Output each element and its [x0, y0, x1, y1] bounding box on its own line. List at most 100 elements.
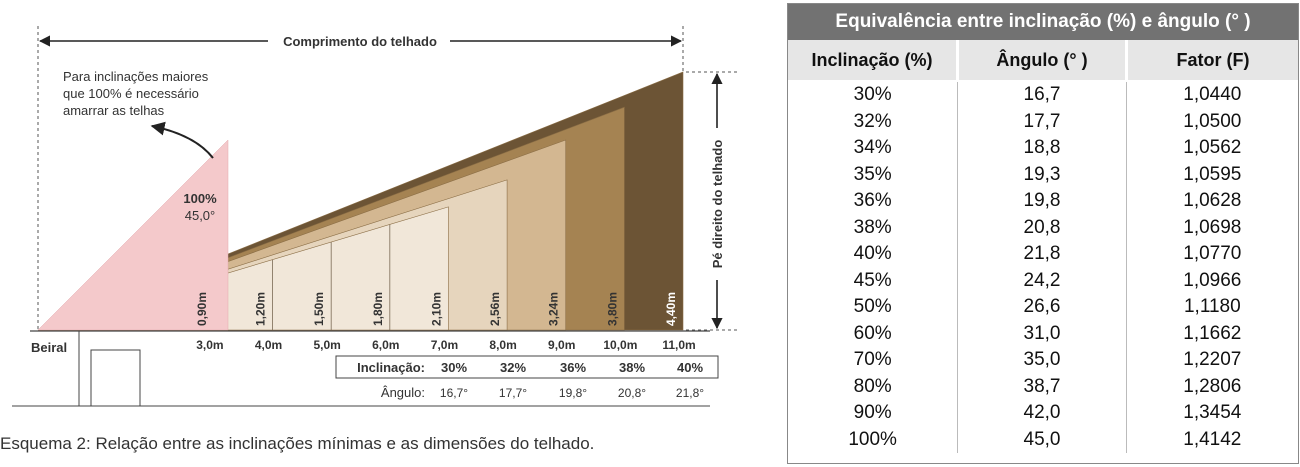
header-inclination: Inclinação (%)	[788, 40, 956, 80]
inclination-cell: 70%	[853, 349, 892, 370]
length-tick-label: 6,0m	[372, 338, 399, 352]
length-label: Comprimento do telhado	[283, 34, 437, 49]
angle-cell: 26,6	[1023, 296, 1061, 317]
factor-cell: 1,0595	[1183, 163, 1242, 185]
inclination-value: 36%	[560, 360, 586, 375]
note-line-3: amarrar as telhas	[63, 103, 165, 118]
height-tick-label: 2,10m	[429, 292, 443, 326]
height-tick-label: 1,80m	[371, 292, 385, 326]
eave-label: Beiral	[31, 340, 67, 355]
length-tick-label: 10,0m	[603, 338, 637, 352]
angle-value: 17,7°	[499, 386, 527, 400]
factor-cell: 1,0562	[1183, 137, 1242, 158]
factor-cell: 1,4142	[1183, 428, 1242, 450]
height-label: Pé direito do telhado	[710, 140, 725, 269]
height-tick-label: 4,40m	[664, 292, 678, 326]
angle-value: 20,8°	[618, 386, 646, 400]
note-line-2: que 100% é necessário	[63, 86, 199, 101]
angle-row: Ângulo: 16,7° 17,7° 19,8° 20,8° 21,8°	[381, 385, 704, 400]
diagram-caption: Esquema 2: Relação entre as inclinações …	[0, 434, 595, 453]
header-angle: Ângulo (° )	[956, 40, 1126, 80]
length-labels: 3,0m 4,0m 5,0m 6,0m 7,0m 8,0m 9,0m 10,0m 11,0m	[196, 338, 695, 352]
factor-cell: 1,2806	[1183, 375, 1242, 397]
header-factor: Fator (F)	[1125, 40, 1298, 80]
equivalence-table: Equivalência entre inclinação (%) e ângu…	[787, 3, 1299, 464]
height-tick-label: 3,24m	[547, 292, 561, 326]
column-angle: 16,7 17,7 18,8 19,3 19,8 20,8 21,8 24,2 26,6 31,0…	[957, 82, 1125, 453]
angle-cell: 35,0	[1023, 349, 1061, 370]
factor-cell: 1,0440	[1183, 84, 1242, 105]
inclination-cell: 30%	[853, 84, 892, 105]
height-tick-label: 1,50m	[312, 292, 326, 326]
angle-cell: 21,8	[1023, 243, 1061, 264]
angle-cell: 19,8	[1023, 190, 1061, 211]
factor-cell: 1,0770	[1183, 243, 1242, 264]
height-tick-label: 2,56m	[488, 292, 502, 326]
inclination-cell: 40%	[853, 243, 892, 264]
inclination-box	[335, 355, 719, 379]
angle-cell: 45,0	[1023, 428, 1061, 450]
angle-value: 19,8°	[559, 386, 587, 400]
inclination-cell: 100%	[848, 428, 897, 450]
inclination-cell: 50%	[853, 296, 892, 317]
angle-cell: 18,8	[1023, 137, 1061, 158]
factor-cell: 1,0698	[1183, 216, 1242, 238]
inclination-cell: 34%	[853, 137, 892, 158]
column-factor: 1,0440 1,0500 1,0562 1,0595 1,0628 1,0698 1,07…	[1125, 82, 1298, 453]
angle-cell: 19,3	[1023, 163, 1061, 185]
factor-cell: 1,0500	[1183, 110, 1242, 132]
factor-cell: 1,0966	[1183, 269, 1242, 291]
height-tick-label: 0,90m	[195, 292, 209, 326]
inclination-cell: 45%	[853, 269, 892, 291]
length-tick-label: 8,0m	[489, 338, 516, 352]
steep-triangle-100	[37, 139, 229, 331]
factor-cell: 1,1662	[1183, 322, 1242, 344]
angle-cell: 17,7	[1023, 110, 1061, 132]
inclination-cell: 38%	[853, 216, 892, 238]
note-line-1: Para inclinações maiores	[63, 69, 209, 84]
inclination-cell: 90%	[853, 402, 892, 423]
length-tick-label: 3,0m	[196, 338, 223, 352]
angle-value: 16,7°	[440, 386, 468, 400]
length-tick-label: 5,0m	[314, 338, 341, 352]
inclination-cell: 60%	[853, 322, 892, 344]
height-tick-label: 3,80m	[605, 292, 619, 326]
inclination-value: 38%	[619, 360, 645, 375]
inclination-value: 40%	[677, 360, 703, 375]
factor-cell: 1,3454	[1183, 402, 1242, 423]
factor-cell: 1,0628	[1183, 190, 1242, 211]
inclination-row-label: Inclinação:	[357, 360, 425, 375]
inclination-value: 30%	[441, 360, 467, 375]
angle-cell: 31,0	[1023, 322, 1061, 344]
angle-cell: 20,8	[1023, 216, 1061, 238]
inclination-cell: 36%	[853, 190, 892, 211]
angle-cell: 42,0	[1023, 402, 1061, 423]
inclination-cell: 35%	[853, 163, 892, 185]
wall-window	[90, 349, 141, 407]
angle-cell: 16,7	[1023, 84, 1061, 105]
roof-diagram: 100% 45,0° Para inclinações maiores que …	[12, 26, 738, 407]
factor-cell: 1,1180	[1183, 296, 1241, 317]
angle-cell: 24,2	[1023, 269, 1061, 291]
height-labels: 0,90m 1,20m 1,50m 1,80m 2,10m 2,56m 3,24m 3,80m…	[195, 292, 678, 326]
inclination-row: Inclinação: 30% 32% 36% 38% 40%	[357, 360, 703, 375]
length-tick-label: 11,0m	[662, 338, 695, 352]
length-tick-label: 7,0m	[431, 338, 458, 352]
height-tick-label: 1,20m	[254, 292, 268, 326]
inclination-cell: 32%	[853, 110, 892, 132]
angle-cell: 38,7	[1023, 375, 1061, 397]
inclination-cell: 80%	[853, 375, 892, 397]
column-inclination: 30% 32% 34% 35% 36% 38% 40% 45% 50% 60% 70% 80% 90% 1…	[788, 82, 957, 453]
table-body: 30% 32% 34% 35% 36% 38% 40% 45% 50% 60% 70% 80% 90% 1…	[788, 80, 1298, 453]
length-tick-label: 9,0m	[548, 338, 575, 352]
angle-value: 21,8°	[676, 386, 704, 400]
length-tick-label: 4,0m	[255, 338, 282, 352]
table-title: Equivalência entre inclinação (%) e ângu…	[788, 4, 1298, 40]
inclination-value: 32%	[500, 360, 526, 375]
table-header-row: Inclinação (%) Ângulo (° ) Fator (F)	[788, 40, 1298, 80]
steep-angle-label: 45,0°	[185, 208, 216, 223]
steep-percent-label: 100%	[183, 191, 217, 206]
angle-row-label: Ângulo:	[381, 385, 425, 400]
factor-cell: 1,2207	[1183, 349, 1242, 370]
note-arrow	[150, 121, 214, 159]
